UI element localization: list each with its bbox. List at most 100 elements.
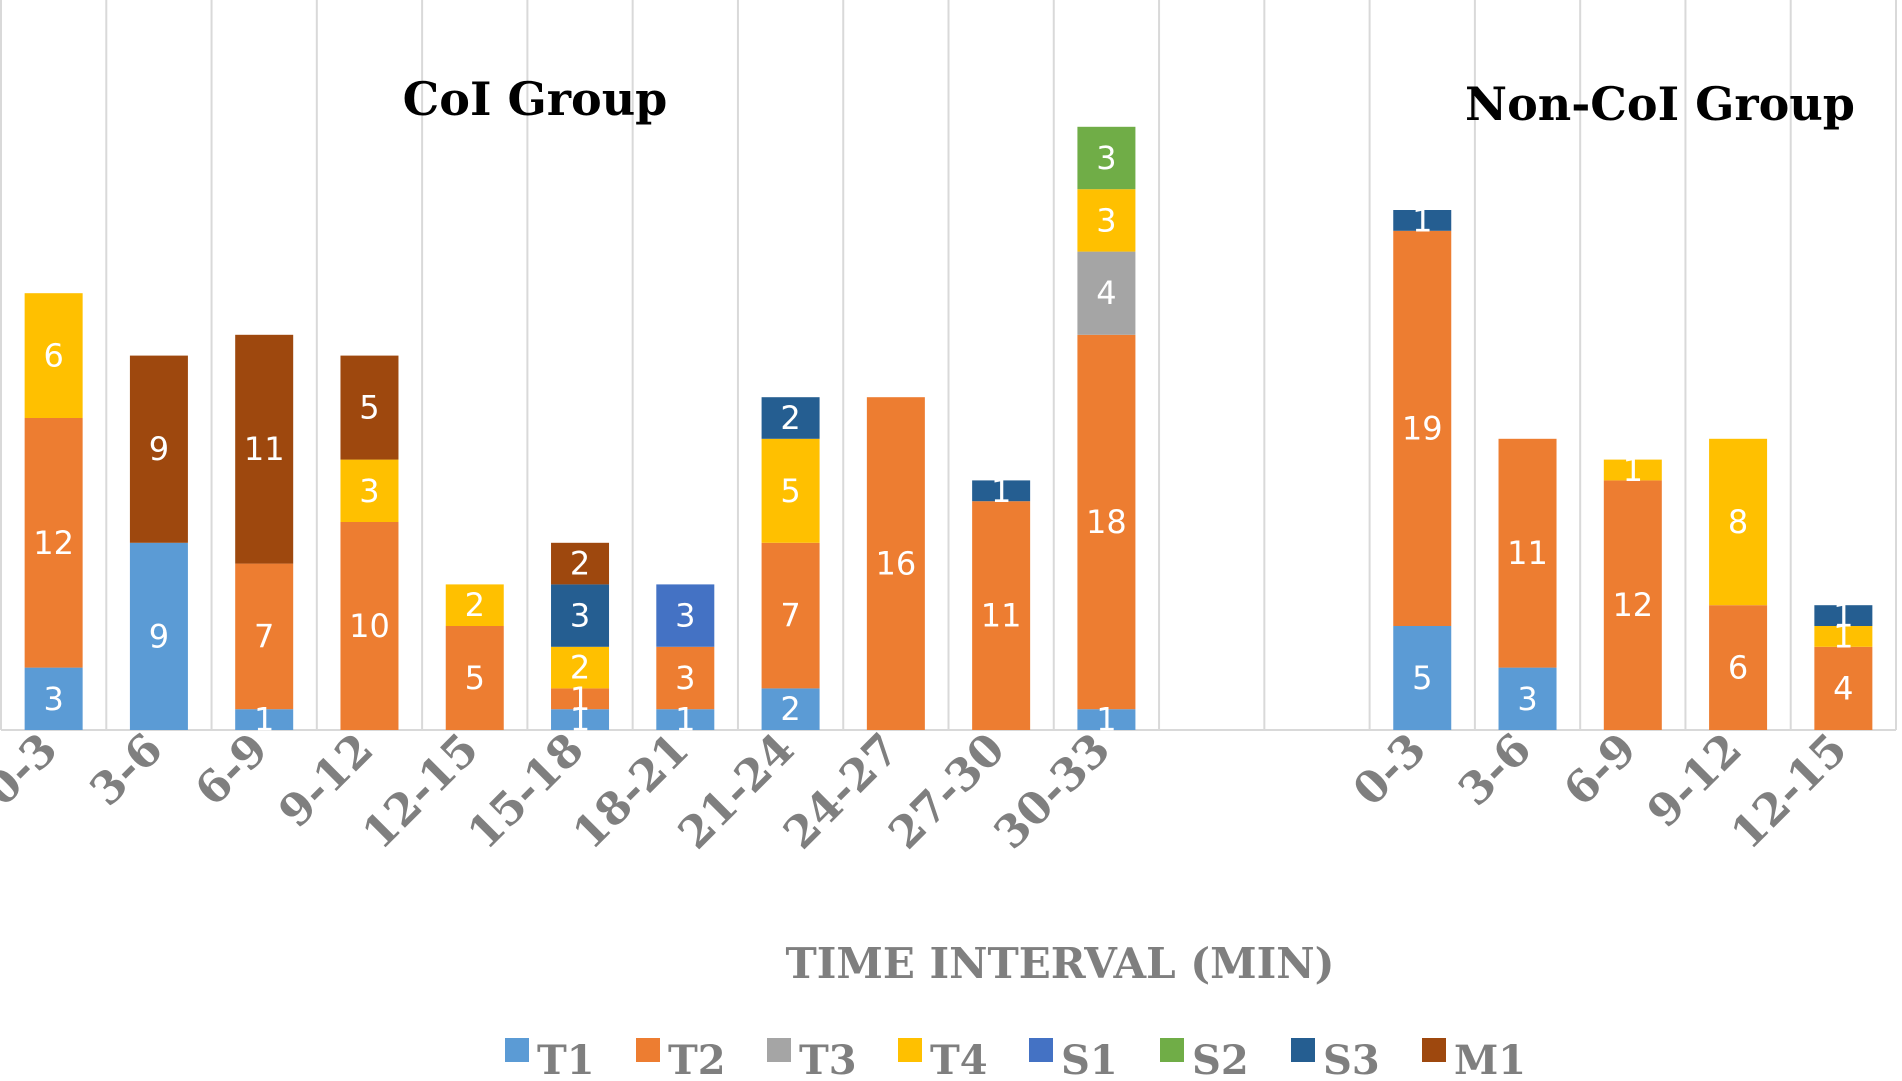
x-tick-label: 12-15: [353, 724, 489, 860]
bar-segment-m1: [551, 542, 610, 585]
legend-label-t1: T1: [537, 1037, 595, 1081]
data-label: 7: [780, 597, 800, 635]
bar-segment-m1: [235, 334, 294, 564]
bar-segment-t1: [235, 709, 294, 730]
bar-segment-t2: [235, 563, 294, 710]
bar-segment-t2: [340, 522, 399, 730]
data-label: 4: [1096, 274, 1116, 312]
legend-swatch-s1: [1029, 1038, 1053, 1062]
data-label: 3: [675, 597, 695, 635]
bar-segment-t1: [656, 709, 715, 730]
data-label: 1: [1833, 617, 1853, 655]
x-tick-label: 27-30: [879, 724, 1015, 860]
data-label: 2: [570, 649, 590, 687]
data-label: 2: [465, 586, 485, 624]
bar-segment-t4: [551, 646, 610, 689]
legend-label-m1: M1: [1454, 1037, 1526, 1081]
x-tick-label: 30-33: [985, 724, 1121, 860]
x-axis-title: TIME INTERVAL (MIN): [785, 939, 1334, 988]
x-tick-label: 0-3: [0, 724, 67, 816]
bar-segment-s2: [1077, 126, 1136, 190]
bar-segment-s3: [1393, 210, 1452, 231]
bar-segment-m1: [129, 355, 188, 543]
data-label: 2: [780, 690, 800, 728]
x-tick-label: 0-3: [1344, 724, 1436, 816]
bar-segment-s3: [1814, 605, 1873, 626]
bar-segment-t4: [1814, 626, 1873, 647]
data-label: 3: [1096, 139, 1116, 177]
data-label: 1: [991, 472, 1011, 510]
bar-segment-t2: [656, 646, 715, 710]
legend-swatch-t2: [636, 1038, 660, 1062]
x-tick-label: 6-9: [1554, 724, 1646, 816]
data-label: 8: [1728, 503, 1748, 541]
data-label: 1: [570, 701, 590, 739]
legend: T1 T2 T3 T4 S1 S2 S3 M1: [505, 1037, 1526, 1081]
bar-segment-m1: [340, 355, 399, 460]
bar-segment-t1: [761, 688, 820, 730]
data-label: 5: [465, 659, 485, 697]
bar-segment-t2: [866, 397, 925, 730]
data-label: 1: [570, 680, 590, 718]
x-tick-label: 21-24: [669, 724, 805, 860]
bar-segment-t2: [1814, 646, 1873, 730]
x-tick-label: 3-6: [1449, 724, 1541, 816]
bar-segment-s3: [551, 584, 610, 647]
bar-segment-t4: [24, 293, 83, 418]
legend-swatch-t1: [505, 1038, 529, 1062]
data-label: 1: [675, 701, 695, 739]
bar-segment-t3: [1077, 251, 1136, 335]
x-tick-label: 15-18: [458, 724, 594, 860]
bar-segment-t2: [445, 626, 504, 730]
bar-segment-t2: [1393, 230, 1452, 627]
data-label: 6: [1728, 649, 1748, 687]
bar-segment-s3: [972, 480, 1031, 502]
data-label: 11: [1507, 534, 1548, 572]
x-tick-label: 18-21: [564, 724, 700, 860]
legend-label-t2: T2: [668, 1037, 726, 1081]
legend-swatch-t3: [767, 1038, 791, 1062]
bar-segment-t4: [1077, 189, 1136, 252]
bar-segment-t4: [445, 584, 504, 626]
data-label: 3: [43, 680, 63, 718]
data-label: 12: [33, 524, 74, 562]
bar-segment-t4: [340, 459, 399, 522]
bar-segment-t1: [129, 542, 188, 730]
data-label: 3: [1517, 680, 1537, 718]
x-axis-tick-labels: 0-3 3-6 6-99-1212-1515-1818-2121-2424-2727…: [0, 724, 1857, 860]
data-label: 19: [1402, 409, 1443, 447]
legend-label-t3: T3: [799, 1037, 857, 1081]
bar-segment-s1: [656, 584, 715, 647]
data-label: 7: [254, 617, 274, 655]
gridlines: [0, 0, 1897, 730]
data-label: 3: [675, 659, 695, 697]
data-label: 3: [1096, 201, 1116, 239]
non-coi-group-title: Non-CoI Group: [1465, 77, 1855, 131]
data-label: 1: [1623, 451, 1643, 489]
bars: [24, 126, 1873, 730]
data-label: 10: [349, 607, 390, 645]
data-label: 12: [1612, 586, 1653, 624]
bar-segment-t1: [1393, 626, 1452, 730]
bar-segment-t1: [24, 667, 83, 730]
data-label: 1: [1833, 597, 1853, 635]
legend-label-s2: S2: [1192, 1037, 1249, 1081]
data-label: 5: [359, 389, 379, 427]
coi-group-title: CoI Group: [403, 72, 668, 126]
data-label: 1: [254, 701, 274, 739]
data-label: 4: [1833, 669, 1853, 707]
data-label: 3: [359, 472, 379, 510]
data-label: 11: [244, 430, 285, 468]
legend-label-s3: S3: [1323, 1037, 1380, 1081]
legend-swatch-s2: [1160, 1038, 1184, 1062]
legend-label-s1: S1: [1061, 1037, 1118, 1081]
data-label: 6: [43, 337, 63, 375]
data-label: 16: [876, 545, 917, 583]
legend-label-t4: T4: [930, 1037, 988, 1081]
legend-swatch-t4: [898, 1038, 922, 1062]
x-tick-label: 3-6: [80, 724, 172, 816]
legend-swatch-m1: [1422, 1038, 1446, 1062]
bar-segment-t1: [551, 709, 610, 730]
data-label: 11: [981, 597, 1022, 635]
